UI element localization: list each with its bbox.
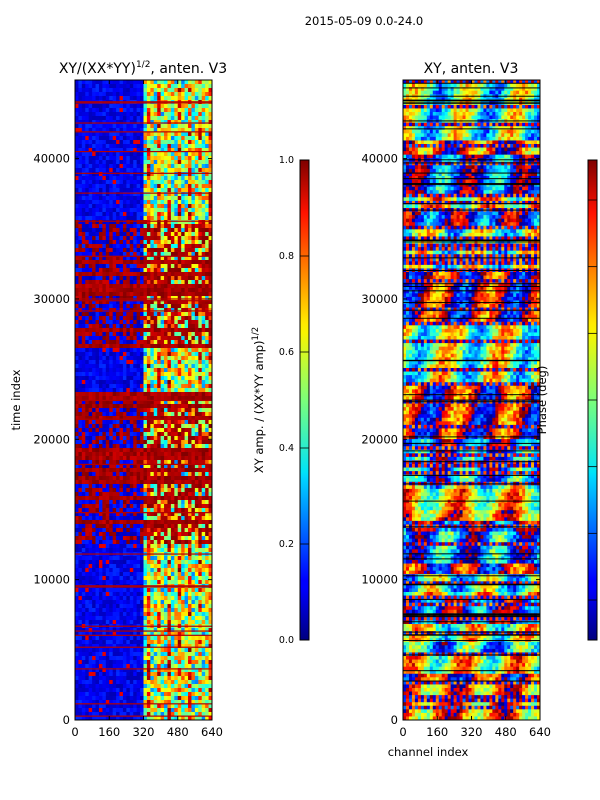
- panel1-xtick-label: 640: [201, 725, 223, 739]
- panel1-ytick-label: 40000: [33, 152, 70, 166]
- colorbar-phase: -150-100-50050100150 Phase (deg): [535, 159, 598, 641]
- panel1-ytick-label: 30000: [33, 292, 70, 306]
- panel2-ytick-label: 10000: [361, 573, 398, 587]
- colorbar2-axis: -150-100-50050100150: [588, 199, 597, 601]
- panel2-xtick-label: 480: [495, 725, 517, 739]
- panel2-ytick-label: 0: [391, 713, 398, 727]
- panel1-title: XY/(XX*YY)1/2, anten. V3: [59, 60, 227, 77]
- panel2-ytick-label: 40000: [361, 152, 398, 166]
- panel-phase: XY, anten. V3 0 160 320 480 640 0 10000 20000 30…: [361, 61, 551, 759]
- panel2-xtick-label: 0: [399, 725, 406, 739]
- colorbar1-gradient: [299, 159, 310, 641]
- colorbar1-tick-label: 1.0: [279, 155, 294, 166]
- panel1-title-sup: 1/2: [136, 60, 150, 70]
- panel1-ylabel: time index: [9, 369, 23, 430]
- panel1-title-main: XY/(XX*YY): [59, 61, 136, 77]
- panel1-title-rest: , anten. V3: [150, 61, 227, 77]
- colorbar1-tick-label: 0.4: [279, 443, 294, 454]
- panel2-xtick-label: 320: [461, 725, 483, 739]
- colorbar1-label-main: XY amp. / (XX*YY amp): [252, 341, 266, 474]
- panel-amplitude: XY/(XX*YY)1/2, anten. V3 0 160 320 480 640 0 1…: [9, 60, 227, 739]
- panel1-xtick-label: 320: [133, 725, 155, 739]
- panel1-ytick-label: 0: [63, 713, 70, 727]
- panel1-ytick-label: 10000: [33, 573, 70, 587]
- panel2-xtick-label: 160: [426, 725, 448, 739]
- colorbar1-tick-label: 0.8: [279, 251, 294, 262]
- panel1-xtick-label: 480: [167, 725, 189, 739]
- panel1-axes: 0 160 320 480 640 0 10000 20000 30000 40000: [33, 80, 223, 739]
- colorbar1-axis: 0.0 0.2 0.4 0.6 0.8 1.0: [279, 155, 309, 646]
- colorbar1-tick-label: 0.0: [279, 635, 294, 646]
- panel2-axes: 0 160 320 480 640 0 10000 20000 30000 40000: [361, 80, 551, 739]
- colorbar2-label: Phase (deg): [535, 366, 549, 435]
- panel1-xtick-label: 0: [71, 725, 78, 739]
- panel1-ytick-label: 20000: [33, 432, 70, 446]
- panel2-ytick-label: 30000: [361, 292, 398, 306]
- panel2-xtick-label: 640: [529, 725, 551, 739]
- colorbar1-tick-label: 0.2: [279, 539, 294, 550]
- panel2-heatmap: [403, 80, 540, 720]
- colorbar1-tick-label: 0.6: [279, 347, 294, 358]
- panel2-xlabel: channel index: [388, 745, 469, 759]
- panel2-ytick-label: 20000: [361, 432, 398, 446]
- colorbar1-label: XY amp. / (XX*YY amp)1/2: [251, 327, 266, 473]
- figure-suptitle: 2015-05-09 0.0-24.0: [305, 14, 424, 28]
- panel2-title: XY, anten. V3: [424, 61, 519, 77]
- colorbar1-label-sup: 1/2: [251, 327, 261, 341]
- colorbar-amplitude: 0.0 0.2 0.4 0.6 0.8 1.0 XY amp. / (XX*YY amp)…: [251, 155, 310, 646]
- panel1-heatmap: [75, 80, 212, 720]
- panel1-xtick-label: 160: [98, 725, 120, 739]
